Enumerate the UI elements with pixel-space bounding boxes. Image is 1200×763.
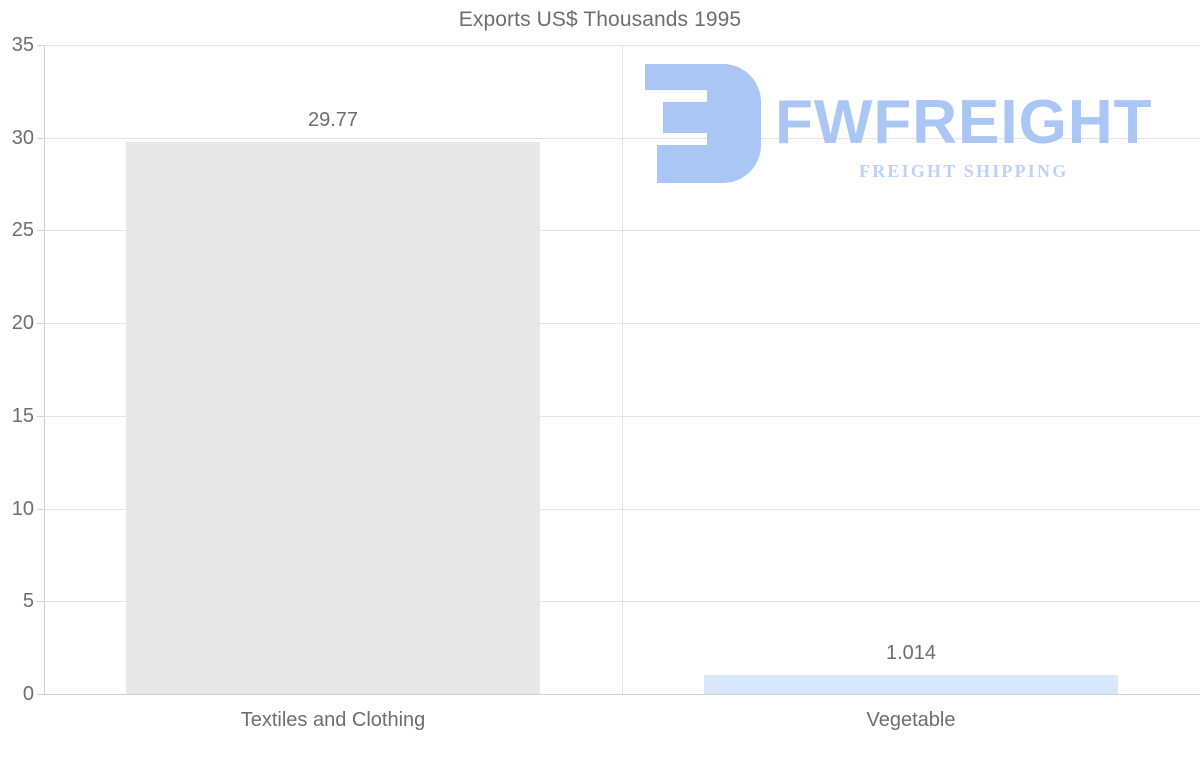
- y-tick-label: 35: [11, 34, 34, 56]
- y-tick-label: 25: [11, 219, 34, 242]
- x-tick-label: Vegetable: [866, 709, 956, 731]
- y-tick-mark: [37, 230, 44, 232]
- y-tick-label: 15: [11, 404, 34, 427]
- y-tick-label: 10: [11, 497, 34, 520]
- chart-title: Exports US$ Thousands 1995: [458, 8, 742, 31]
- x-tick-label: Textiles and Clothing: [240, 709, 426, 731]
- bar-value-label: 1.014: [885, 642, 937, 665]
- y-tick-mark: [37, 45, 44, 46]
- bar[interactable]: [125, 141, 541, 694]
- y-tick-mark: [37, 508, 44, 510]
- y-tick-label: 30: [11, 126, 34, 149]
- gridline: [44, 694, 1200, 695]
- y-tick-mark: [37, 415, 44, 417]
- y-tick-mark: [37, 323, 44, 325]
- bar-value-label: 29.77: [307, 108, 359, 131]
- plot-area: [44, 45, 1200, 695]
- category-separator: [622, 45, 623, 694]
- y-axis-line: [44, 45, 45, 694]
- bar[interactable]: [703, 675, 1119, 694]
- y-tick-mark: [37, 601, 44, 603]
- y-tick-label: 20: [11, 312, 34, 335]
- y-tick-mark: [37, 137, 44, 139]
- y-tick-mark: [37, 694, 44, 695]
- y-tick-label: 0: [22, 683, 34, 705]
- y-tick-label: 5: [22, 590, 34, 613]
